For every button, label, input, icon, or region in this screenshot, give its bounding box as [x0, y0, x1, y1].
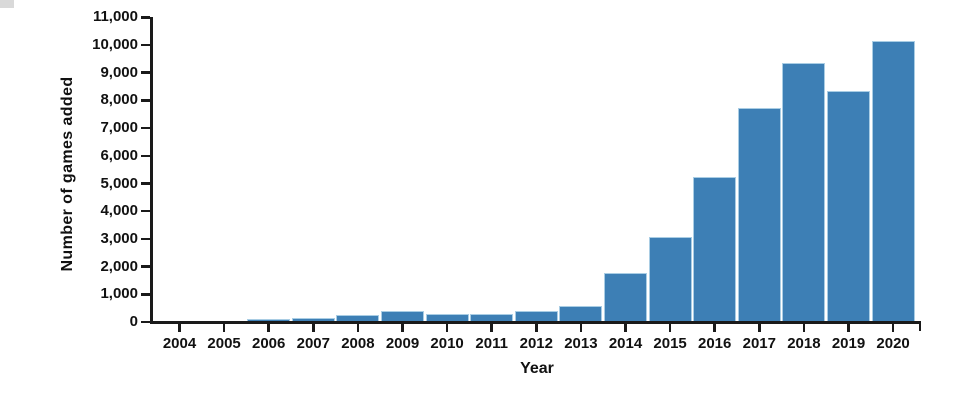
y-tick-label: 4,000: [100, 202, 138, 220]
x-axis-tick: [802, 323, 806, 332]
y-tick-label: 3,000: [100, 229, 138, 247]
bar: [782, 63, 826, 321]
y-tick-label: 1,000: [100, 285, 138, 303]
bar: [514, 310, 558, 321]
bar: [247, 319, 291, 321]
y-axis-tick: [141, 265, 150, 268]
x-axis-tick: [847, 323, 850, 332]
x-tick-label: 2018: [787, 335, 821, 352]
x-axis-tick: [267, 323, 270, 332]
y-axis-tick: [141, 237, 150, 241]
x-axis-tick: [312, 323, 315, 332]
x-tick-label: 2005: [207, 335, 241, 352]
y-axis-tick: [141, 99, 150, 102]
bar: [336, 315, 380, 321]
bar: [381, 310, 424, 321]
bar: [470, 313, 514, 321]
bar: [604, 272, 647, 321]
bar: [737, 107, 781, 321]
y-tick-label: 6,000: [100, 146, 138, 164]
x-axis-tick: [490, 323, 493, 332]
x-axis-tick: [445, 323, 449, 332]
x-axis-tick: [535, 323, 538, 332]
x-tick-label: 2019: [831, 335, 866, 352]
y-tick-label: 5,000: [100, 174, 138, 192]
x-tick-label: 2009: [385, 335, 420, 352]
bar: [693, 176, 737, 321]
x-axis-tick: [891, 323, 895, 332]
x-axis-tick: [624, 323, 627, 332]
x-axis-line: [150, 320, 921, 324]
screenshot-corner-artifact: [0, 0, 14, 8]
x-axis-tick: [713, 323, 716, 332]
x-tick-label: 2007: [296, 335, 330, 352]
x-tick-label: 2013: [564, 335, 598, 352]
x-axis-end-tick: [918, 323, 921, 331]
x-tick-label: 2008: [341, 335, 375, 352]
x-axis-tick: [401, 323, 404, 332]
y-axis-tick: [141, 71, 150, 74]
y-tick-label: 9,000: [100, 63, 138, 81]
bar: [425, 313, 469, 321]
y-axis-tick: [141, 182, 150, 185]
x-tick-label: 2020: [876, 335, 910, 352]
x-axis-tick: [222, 323, 226, 332]
x-tick-label: 2016: [698, 335, 732, 352]
x-axis-tick: [178, 323, 181, 332]
y-axis-tick: [141, 293, 150, 296]
x-tick-label: 2004: [162, 335, 197, 352]
bar: [291, 317, 335, 321]
x-axis-tick: [356, 323, 360, 332]
bar: [827, 91, 870, 321]
x-axis-tick: [668, 323, 672, 332]
x-tick-label: 2012: [519, 335, 553, 352]
y-tick-label: 8,000: [100, 91, 138, 109]
y-axis-tick: [141, 16, 150, 19]
bar: [559, 305, 603, 321]
x-tick-label: 2011: [475, 335, 508, 352]
y-tick-label: 7,000: [100, 119, 138, 137]
y-axis-line: [150, 16, 153, 324]
x-tick-label: 2006: [252, 335, 286, 352]
y-axis-tick: [141, 209, 150, 213]
y-axis-tick: [141, 154, 150, 158]
x-axis-title: Year: [520, 360, 554, 377]
y-axis-tick: [141, 126, 150, 130]
y-tick-label: 11,000: [92, 8, 138, 26]
y-tick-label: 0: [129, 313, 138, 330]
x-axis-tick: [758, 323, 761, 332]
y-axis-tick: [141, 320, 150, 324]
y-tick-label: 10,000: [92, 36, 138, 53]
bar: [648, 236, 692, 321]
x-tick-label: 2015: [653, 335, 687, 352]
x-tick-label: 2017: [742, 335, 776, 352]
x-tick-label: 2014: [608, 335, 643, 352]
y-tick-label: 2,000: [100, 257, 138, 275]
x-tick-label: 2010: [430, 335, 464, 352]
bar: [871, 41, 915, 321]
y-axis-tick: [141, 43, 150, 47]
x-axis-tick: [579, 323, 583, 332]
